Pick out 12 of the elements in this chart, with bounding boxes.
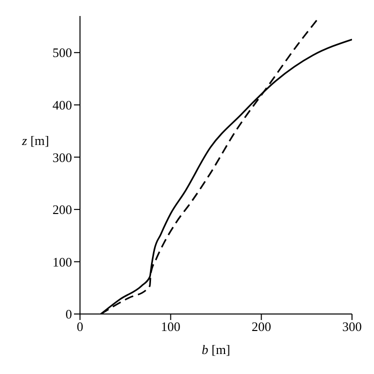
y-tick-label: 500 — [52, 45, 72, 60]
x-tick-label: 0 — [76, 319, 84, 334]
x-axis-title: b [m] — [202, 342, 230, 357]
x-tick-label: 300 — [342, 319, 362, 334]
y-axis-title: z [m] — [21, 133, 50, 148]
x-tick-label: 100 — [160, 319, 180, 334]
y-tick-label: 200 — [52, 202, 72, 218]
y-tick-label: 0 — [66, 306, 72, 322]
y-tick-label: 300 — [52, 150, 72, 165]
y-tick-label: 400 — [52, 97, 72, 112]
x-tick-label: 200 — [252, 319, 272, 334]
y-tick-label: 100 — [52, 254, 72, 270]
